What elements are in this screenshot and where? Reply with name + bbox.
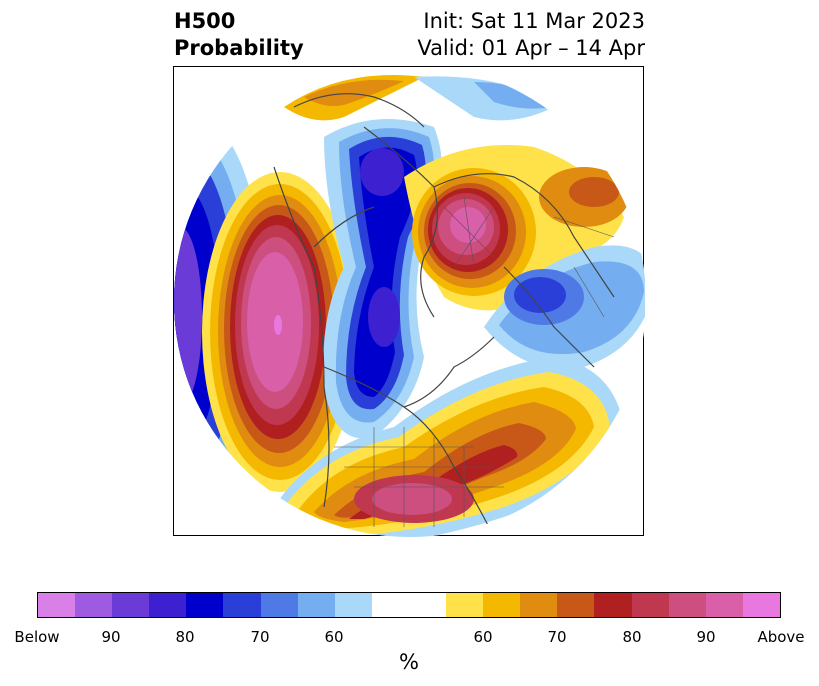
colorbar-tick: 60 bbox=[324, 628, 344, 646]
colorbar-tick: 80 bbox=[175, 628, 195, 646]
colorbar-unit: % bbox=[399, 650, 419, 674]
colorbar-segment-above bbox=[594, 593, 632, 617]
colorbar-tick: 60 bbox=[473, 628, 493, 646]
probability-map bbox=[174, 67, 645, 537]
ridge-top-band bbox=[284, 75, 554, 121]
colorbar-segment-above bbox=[742, 593, 780, 617]
title-variable: H500 bbox=[174, 9, 236, 33]
colorbar-segment-below bbox=[112, 593, 150, 617]
init-date: Init: Sat 11 Mar 2023 bbox=[423, 9, 645, 33]
title-left: H500 Probability bbox=[174, 8, 304, 62]
trough-scandinavia bbox=[484, 245, 645, 369]
colorbar-segment-below bbox=[186, 593, 224, 617]
ridge-arctic bbox=[404, 145, 629, 311]
colorbar-segment-below bbox=[75, 593, 113, 617]
colorbar-segment-below bbox=[149, 593, 187, 617]
colorbar-segment-below bbox=[260, 593, 298, 617]
ridge-north-pacific bbox=[202, 172, 358, 492]
colorbar-tick: 90 bbox=[696, 628, 716, 646]
colorbar-tick: 90 bbox=[101, 628, 121, 646]
colorbar-tick: 70 bbox=[250, 628, 270, 646]
colorbar-segment-above bbox=[520, 593, 558, 617]
colorbar-segment-above bbox=[668, 593, 706, 617]
colorbar-tick: 80 bbox=[622, 628, 642, 646]
colorbar-tick: Above bbox=[757, 628, 805, 646]
colorbar-segment-below bbox=[223, 593, 261, 617]
political-borders bbox=[334, 196, 615, 527]
colorbar-segment-above bbox=[705, 593, 743, 617]
colorbar-segment-above bbox=[483, 593, 521, 617]
colorbar-segment-below bbox=[38, 593, 76, 617]
trough-north-america bbox=[323, 119, 442, 439]
colorbar-tick: 70 bbox=[547, 628, 567, 646]
title-right: Init: Sat 11 Mar 2023 Valid: 01 Apr – 14… bbox=[417, 8, 645, 62]
map-panel bbox=[173, 66, 645, 537]
title-product: Probability bbox=[174, 36, 304, 60]
colorbar-segment-above bbox=[631, 593, 669, 617]
colorbar-tick: Below bbox=[14, 628, 60, 646]
coastlines bbox=[273, 93, 615, 537]
colorbar-segment-above bbox=[557, 593, 595, 617]
colorbar-segment-above bbox=[446, 593, 484, 617]
colorbar-segment-below bbox=[334, 593, 372, 617]
colorbar bbox=[37, 592, 781, 618]
valid-range: Valid: 01 Apr – 14 Apr bbox=[417, 36, 645, 60]
colorbar-segment-below bbox=[297, 593, 335, 617]
colorbar-segment-neutral bbox=[371, 593, 447, 617]
